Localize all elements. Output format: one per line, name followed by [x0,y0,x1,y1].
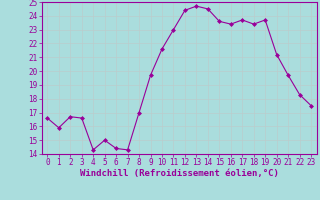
X-axis label: Windchill (Refroidissement éolien,°C): Windchill (Refroidissement éolien,°C) [80,169,279,178]
